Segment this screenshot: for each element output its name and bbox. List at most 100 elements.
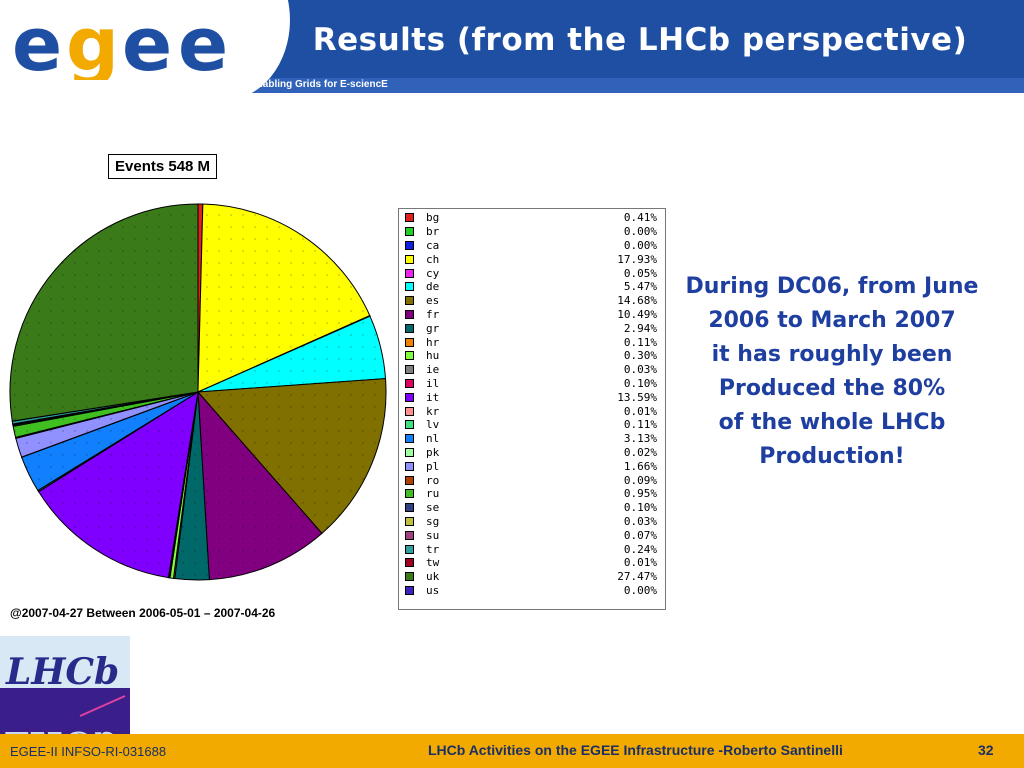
legend-item: nl 3.13% (405, 432, 657, 446)
pie-slice-texture (21, 392, 198, 491)
tagline: Enabling Grids for E-sciencE (250, 79, 388, 90)
legend-swatch (405, 282, 414, 292)
legend-item: hu 0.30% (405, 349, 657, 363)
page-number: 32 (978, 742, 994, 758)
legend-swatch (405, 516, 414, 526)
legend-label: bg (426, 211, 440, 225)
legend-swatch (405, 503, 414, 513)
legend-value: 0.11% (623, 418, 657, 432)
legend-label: lv (426, 418, 440, 432)
note-line: it has roughly been (711, 342, 953, 367)
pie-slice-texture (198, 392, 322, 580)
pie-slice-texture (15, 392, 198, 458)
legend-value: 13.59% (617, 390, 657, 404)
legend-item: pk 0.02% (405, 446, 657, 460)
chart-footnote: @2007-04-27 Between 2006-05-01 – 2007-04… (10, 606, 276, 620)
legend-item: hr 0.11% (405, 335, 657, 349)
chart-title: Events 548 M (108, 154, 218, 179)
legend-value: 0.07% (623, 528, 657, 542)
svg-text:LHCb: LHCb (5, 651, 119, 693)
legend-swatch (405, 337, 414, 347)
svg-text:LHCb: LHCb (5, 723, 119, 736)
legend-item: bg 0.41% (405, 211, 657, 225)
legend-value: 0.95% (623, 487, 657, 501)
legend-item: cy 0.05% (405, 266, 657, 280)
legend-label: gr (426, 321, 440, 335)
legend-label: ch (426, 252, 440, 266)
legend-swatch (405, 447, 414, 457)
legend-value: 0.30% (623, 349, 657, 363)
legend-swatch (405, 585, 414, 595)
svg-text:g: g (66, 14, 119, 80)
legend-label: hr (426, 335, 440, 349)
summary-note: During DC06, from June 2006 to March 200… (662, 270, 1002, 474)
legend-item: it 13.59% (405, 390, 657, 404)
legend-label: tr (426, 542, 440, 556)
legend-value: 3.13% (623, 432, 657, 446)
legend-value: 27.47% (617, 570, 657, 584)
legend-swatch (405, 254, 414, 264)
legend-item: es 14.68% (405, 294, 657, 308)
legend-label: br (426, 225, 440, 239)
legend-item: br 0.00% (405, 225, 657, 239)
egee-logo: e g e e (12, 14, 228, 80)
legend-item: us 0.00% (405, 584, 657, 598)
legend-swatch (405, 406, 414, 416)
legend-swatch (405, 227, 414, 237)
legend-item: ro 0.09% (405, 473, 657, 487)
legend-value: 0.10% (623, 376, 657, 390)
legend-item: sg 0.03% (405, 515, 657, 529)
legend-value: 0.03% (623, 363, 657, 377)
legend-swatch (405, 572, 414, 582)
legend-label: fr (426, 307, 440, 321)
legend-item: lv 0.11% (405, 418, 657, 432)
legend-label: kr (426, 404, 440, 418)
legend-swatch (405, 351, 414, 361)
legend-value: 0.41% (623, 211, 657, 225)
legend-label: il (426, 376, 440, 390)
footer-presentation-title: LHCb Activities on the EGEE Infrastructu… (428, 742, 843, 758)
note-line: 2006 to March 2007 (708, 308, 956, 333)
pie-slice-texture (9, 204, 199, 422)
legend-swatch (405, 240, 414, 250)
legend-label: it (426, 390, 440, 404)
note-line: Produced the 80% (718, 376, 946, 401)
svg-text:e: e (178, 14, 228, 80)
legend-item: gr 2.94% (405, 321, 657, 335)
legend-swatch (405, 475, 414, 485)
legend-swatch (405, 420, 414, 430)
legend-value: 0.01% (623, 556, 657, 570)
pie-slice-texture (198, 204, 370, 392)
legend-label: es (426, 294, 440, 308)
legend-label: sg (426, 514, 440, 528)
legend-value: 0.02% (623, 445, 657, 459)
note-line: During DC06, from June (685, 274, 979, 299)
legend-value: 5.47% (623, 280, 657, 294)
legend-item: ch 17.93% (405, 252, 657, 266)
slide-footer: EGEE-II INFSO-RI-031688 LHCb Activities … (0, 734, 1024, 768)
pie-chart (9, 203, 387, 581)
pie-slice-texture (38, 392, 198, 578)
header-tagline-bar (230, 78, 1024, 93)
legend-item: ca 0.00% (405, 239, 657, 253)
legend-label: us (426, 583, 440, 597)
pie-slice-texture (13, 392, 198, 438)
legend-swatch (405, 434, 414, 444)
legend-label: hu (426, 349, 440, 363)
legend-value: 10.49% (617, 307, 657, 321)
legend-label: ru (426, 487, 440, 501)
pie-slice-texture (198, 316, 386, 392)
legend-value: 0.24% (623, 542, 657, 556)
legend-value: 0.11% (623, 335, 657, 349)
legend-swatch (405, 213, 414, 223)
legend-item: uk 27.47% (405, 570, 657, 584)
slide-title: Results (from the LHCb perspective) (312, 22, 968, 58)
legend-swatch (405, 378, 414, 388)
lhcb-logo: LHCb LHCb (0, 636, 130, 736)
legend-item: ie 0.03% (405, 363, 657, 377)
legend-value: 0.00% (623, 583, 657, 597)
legend-item: kr 0.01% (405, 404, 657, 418)
legend-item: su 0.07% (405, 528, 657, 542)
legend-value: 0.10% (623, 501, 657, 515)
legend-label: ca (426, 238, 440, 252)
